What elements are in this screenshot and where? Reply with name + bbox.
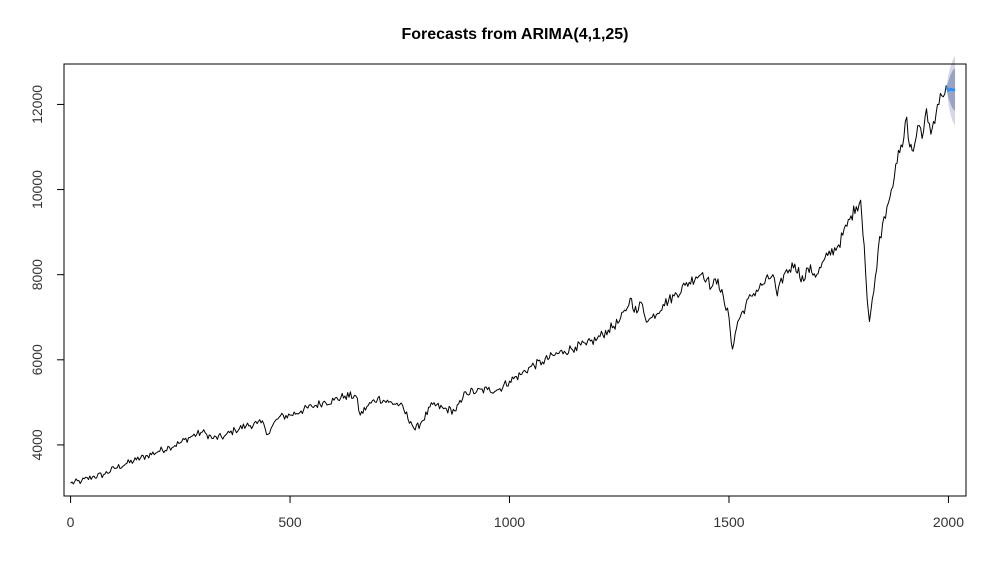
x-tick-label: 1000	[494, 514, 525, 530]
x-tick-label: 1500	[713, 514, 744, 530]
y-tick-label: 6000	[29, 344, 45, 375]
forecast-line	[945, 86, 956, 93]
y-tick-label: 12000	[29, 85, 45, 124]
series-line	[70, 85, 947, 485]
x-axis: 0 500 1000 1500 2000	[67, 495, 964, 530]
x-tick-label: 500	[278, 514, 302, 530]
chart-title: Forecasts from ARIMA(4,1,25)	[401, 26, 628, 43]
plot-frame	[63, 63, 967, 497]
y-axis: 4000 6000 8000 10000 12000	[29, 85, 65, 461]
y-tick-label: 4000	[29, 429, 45, 460]
y-tick-label: 8000	[29, 259, 45, 290]
x-tick-label: 0	[67, 514, 75, 530]
x-tick-label: 2000	[933, 514, 964, 530]
plot-area	[70, 55, 956, 485]
y-tick-label: 10000	[29, 170, 45, 209]
